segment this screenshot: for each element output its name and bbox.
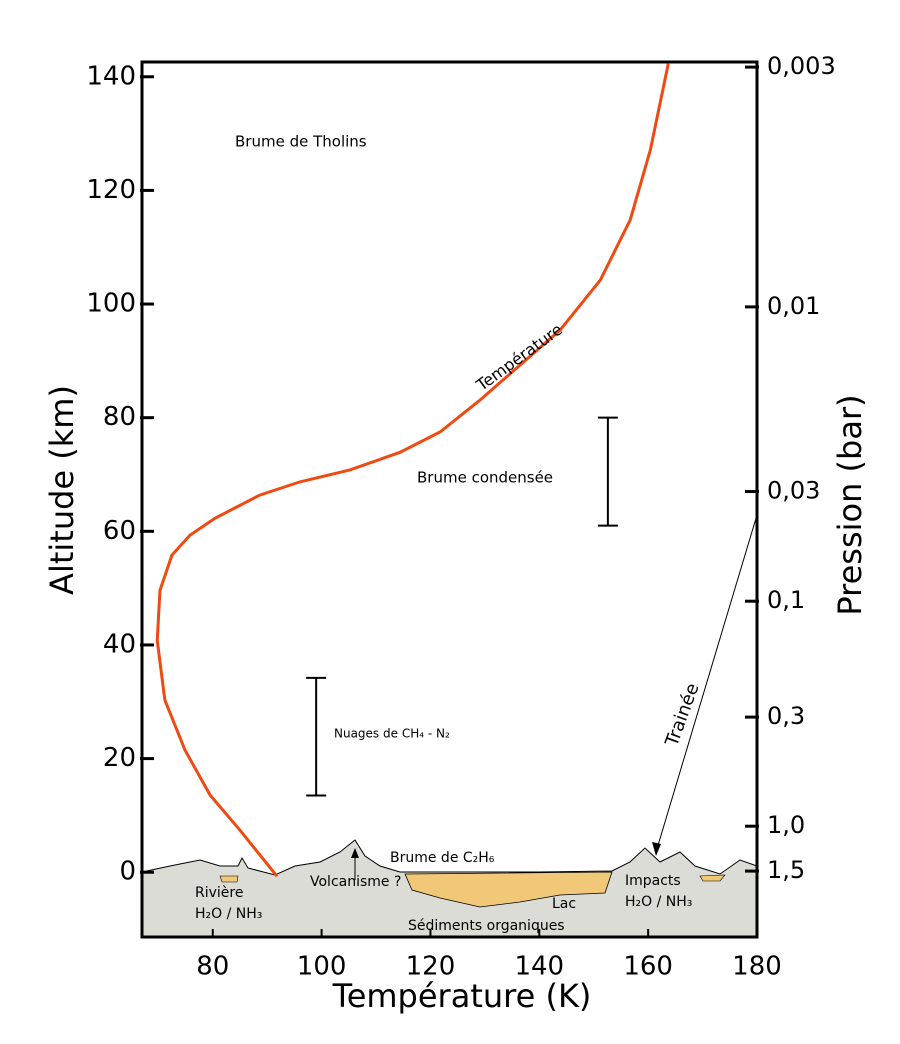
y-tick-label: 60 bbox=[103, 516, 136, 546]
annotation: Rivière bbox=[195, 885, 243, 901]
y2-tick-label: 0,03 bbox=[767, 477, 820, 505]
x-tick-label: 100 bbox=[297, 952, 347, 982]
y-tick-label: 20 bbox=[103, 743, 136, 773]
river2 bbox=[699, 874, 726, 882]
x-axis-label: Température (K) bbox=[332, 977, 592, 1015]
lake bbox=[404, 871, 613, 908]
range-label: Nuages de CH₄ - N₂ bbox=[334, 727, 450, 741]
x-tick-label: 160 bbox=[623, 952, 673, 982]
y2-tick-label: 0,3 bbox=[767, 702, 805, 730]
y-tick-label: 80 bbox=[103, 402, 136, 432]
arrow-head bbox=[652, 842, 661, 856]
annotation: Sédiments organiques bbox=[408, 918, 565, 934]
river bbox=[219, 875, 239, 883]
x-tick-label: 80 bbox=[196, 952, 229, 982]
y2-tick-label: 1,5 bbox=[767, 856, 805, 884]
y2-tick-label: 0,1 bbox=[767, 586, 805, 614]
y-tick-label: 120 bbox=[86, 175, 136, 205]
y-tick-label: 100 bbox=[86, 289, 136, 319]
y2-axis-label: Pression (bar) bbox=[831, 394, 869, 615]
y-tick-label: 0 bbox=[119, 857, 136, 887]
y2-tick-label: 0,003 bbox=[767, 52, 836, 80]
annotation: Volcanisme ? bbox=[310, 874, 401, 890]
annotation: H₂O / NH₃ bbox=[195, 906, 262, 922]
plot-frame bbox=[140, 60, 759, 939]
temperature-line bbox=[155, 63, 670, 878]
series-label: Température bbox=[472, 320, 566, 396]
annotation: H₂O / NH₃ bbox=[625, 894, 692, 910]
x-tick-label: 180 bbox=[732, 952, 782, 982]
x-tick-label: 120 bbox=[406, 952, 456, 982]
arrow bbox=[655, 514, 758, 853]
range-label: Brume condensée bbox=[417, 469, 553, 487]
annotation: Impacts bbox=[625, 873, 681, 889]
y-tick-label: 40 bbox=[103, 629, 136, 659]
x-tick-label: 140 bbox=[514, 952, 564, 982]
y2-tick-label: 1,0 bbox=[767, 811, 805, 839]
annotation: Brume de C₂H₆ bbox=[390, 850, 495, 866]
y-tick-label: 140 bbox=[86, 61, 136, 91]
y-axis-label: Altitude (km) bbox=[43, 385, 81, 595]
annotation: Lac bbox=[552, 896, 576, 912]
arrow-head bbox=[351, 848, 359, 858]
y2-tick-label: 0,01 bbox=[767, 292, 820, 320]
annotation: Brume de Tholins bbox=[235, 133, 367, 151]
